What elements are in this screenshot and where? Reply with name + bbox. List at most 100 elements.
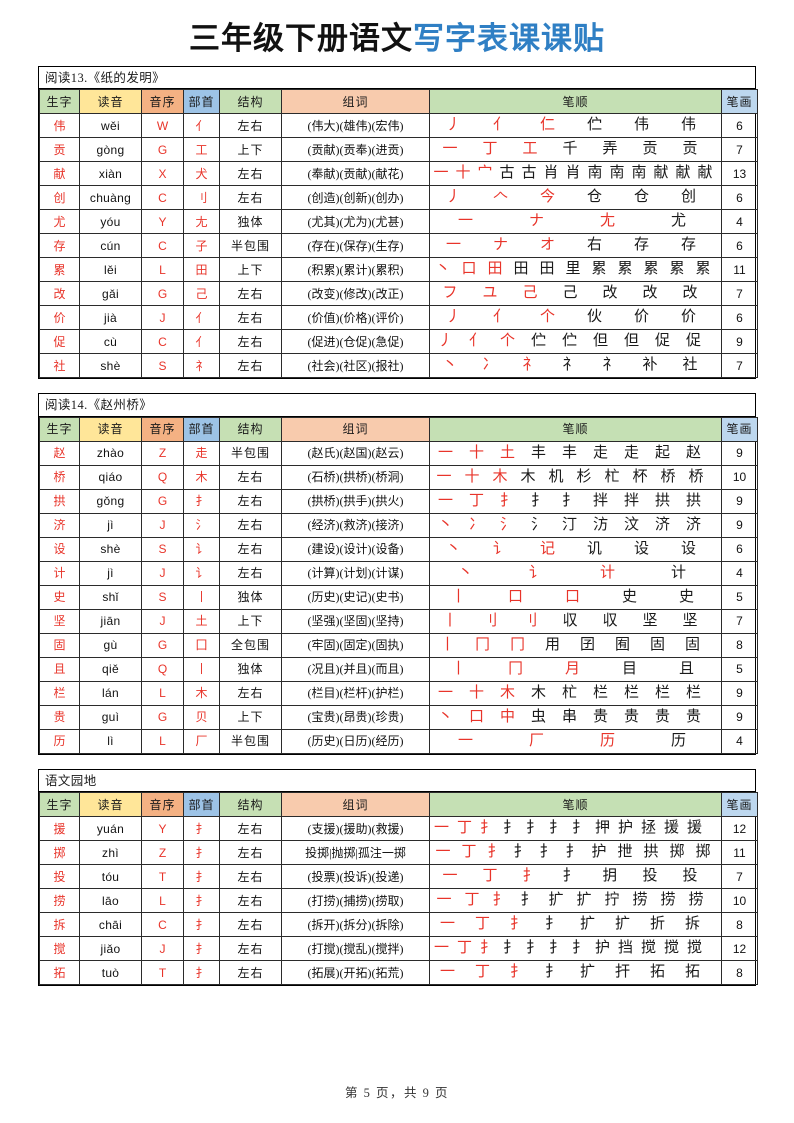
cell-words: 投掷|抛掷|孤注一掷 — [281, 840, 430, 866]
cell-stroke-count: 12 — [721, 816, 758, 842]
cell-structure: 左右 — [219, 560, 282, 586]
cell-pinyin: gòng — [79, 137, 142, 163]
cell-words: (宝贵)(昂贵)(珍贵) — [281, 704, 430, 730]
cell-stroke-order: 一丁扌扌抈投投 — [429, 864, 722, 890]
stroke-step: 丨 — [439, 636, 455, 653]
cell-character: 贡 — [39, 137, 80, 163]
cell-radical: 走 — [183, 440, 220, 466]
cell-character: 尤 — [39, 209, 80, 235]
cell-initial: J — [141, 560, 184, 586]
column-header-5: 组词 — [281, 792, 430, 818]
cell-initial: G — [141, 704, 184, 730]
stroke-step: 扌 — [509, 964, 525, 981]
cell-stroke-count: 9 — [721, 329, 758, 355]
stroke-step: 礻 — [522, 357, 538, 374]
cell-character: 拱 — [39, 488, 80, 514]
stroke-step: 木 — [499, 684, 515, 701]
column-header-6: 笔顺 — [429, 89, 722, 115]
stroke-step: 扌 — [487, 844, 503, 861]
cell-words: (改变)(修改)(改正) — [281, 281, 430, 307]
cell-stroke-count: 6 — [721, 233, 758, 259]
cell-words: (存在)(保存)(生存) — [281, 233, 430, 259]
cell-character: 拆 — [39, 912, 80, 938]
stroke-step: 氵 — [499, 516, 515, 533]
stroke-step: 木 — [530, 684, 546, 701]
stroke-step: 冂 — [474, 636, 490, 653]
stroke-step: 扌 — [479, 940, 495, 957]
cell-initial: Z — [141, 440, 184, 466]
cell-words: (经济)(救济)(接济) — [281, 512, 430, 538]
cell-pinyin: gǎi — [79, 281, 142, 307]
cell-structure: 左右 — [219, 680, 282, 706]
cell-stroke-count: 6 — [721, 305, 758, 331]
cell-pinyin: lāo — [79, 888, 142, 914]
stroke-step: 护 — [591, 844, 607, 861]
stroke-step: 扌 — [548, 820, 564, 837]
stroke-step: 贵 — [654, 708, 670, 725]
table-row: 拱 gǒng G 扌左右 (拱桥)(拱手)(拱火) 一丁扌扌扌拌拌拱拱 9 — [39, 488, 758, 514]
stroke-step: 走 — [592, 444, 608, 461]
table-row: 历 lì L 厂半包围 (历史)(日历)(经历) 一厂历历 4 — [39, 728, 758, 754]
cell-radical: 犬 — [183, 161, 220, 187]
cell-radical: 亻 — [183, 329, 220, 355]
stroke-step: 历 — [599, 732, 615, 749]
stroke-step: 一 — [433, 940, 449, 957]
cell-character: 济 — [39, 512, 80, 538]
stroke-step: 扌 — [525, 940, 541, 957]
stroke-step: 刂 — [482, 612, 498, 629]
cell-pinyin: lěi — [79, 257, 142, 283]
cell-pinyin: jiǎo — [79, 936, 142, 962]
stroke-step: 虫 — [530, 708, 546, 725]
stroke-step: 捞 — [688, 892, 704, 909]
cell-initial: C — [141, 233, 184, 259]
stroke-step: 串 — [561, 708, 577, 725]
stroke-step: 丶 — [437, 516, 453, 533]
stroke-step: 亻 — [492, 117, 508, 134]
cell-structure: 左右 — [219, 912, 282, 938]
stroke-step: 木 — [492, 468, 508, 485]
stroke-step: 献 — [675, 165, 691, 182]
cell-pinyin: chāi — [79, 912, 142, 938]
column-header-0: 生字 — [39, 792, 80, 818]
table-row: 掷 zhì Z 扌左右 投掷|抛掷|孤注一掷一丁扌扌扌扌护抴拱掷掷 11 — [39, 840, 758, 866]
stroke-step: 伟 — [680, 117, 696, 134]
table-row: 尤 yóu Y 尢独体 (尤其)(尤为)(尤甚) 一ナ尢尤 4 — [39, 209, 758, 235]
cell-radical: 贝 — [183, 704, 220, 730]
stroke-step: 一 — [439, 916, 455, 933]
stroke-step: 杧 — [561, 684, 577, 701]
stroke-step: 仓 — [586, 189, 602, 206]
cell-character: 社 — [39, 353, 80, 379]
stroke-step: 搅 — [663, 940, 679, 957]
cell-words: (支援)(援助)(救援) — [281, 816, 430, 842]
cell-structure: 左右 — [219, 113, 282, 139]
cell-stroke-count: 7 — [721, 864, 758, 890]
stroke-step: 十 — [455, 165, 471, 182]
stroke-step: 史 — [678, 588, 694, 605]
stroke-step: 扌 — [544, 916, 560, 933]
stroke-step: 扩 — [576, 892, 592, 909]
table-row: 史 shǐ S 丨独体 (历史)(史记)(史书) 丨口口史史 5 — [39, 584, 758, 610]
stroke-step: 计 — [599, 564, 615, 581]
cell-words: (投票)(投诉)(投递) — [281, 864, 430, 890]
stroke-step: 但 — [623, 333, 639, 350]
cell-words: (建设)(设计)(设备) — [281, 536, 430, 562]
cell-stroke-order: 一十木木机杉杧杯桥桥 — [429, 464, 722, 490]
cell-character: 计 — [39, 560, 80, 586]
cell-stroke-count: 7 — [721, 608, 758, 634]
cell-stroke-count: 7 — [721, 281, 758, 307]
stroke-step: 扩 — [579, 916, 595, 933]
cell-character: 掷 — [39, 840, 80, 866]
stroke-step: 冫 — [468, 516, 484, 533]
cell-pinyin: qiě — [79, 656, 142, 682]
stroke-step: 杯 — [632, 468, 648, 485]
cell-character: 价 — [39, 305, 80, 331]
cell-character: 贵 — [39, 704, 80, 730]
column-header-3: 部首 — [183, 416, 220, 442]
column-header-1: 读音 — [79, 416, 142, 442]
stroke-step: 汀 — [561, 516, 577, 533]
cell-radical: 讠 — [183, 536, 220, 562]
cell-radical: 尢 — [183, 209, 220, 235]
stroke-step: 丁 — [456, 940, 472, 957]
column-header-4: 结构 — [219, 792, 282, 818]
